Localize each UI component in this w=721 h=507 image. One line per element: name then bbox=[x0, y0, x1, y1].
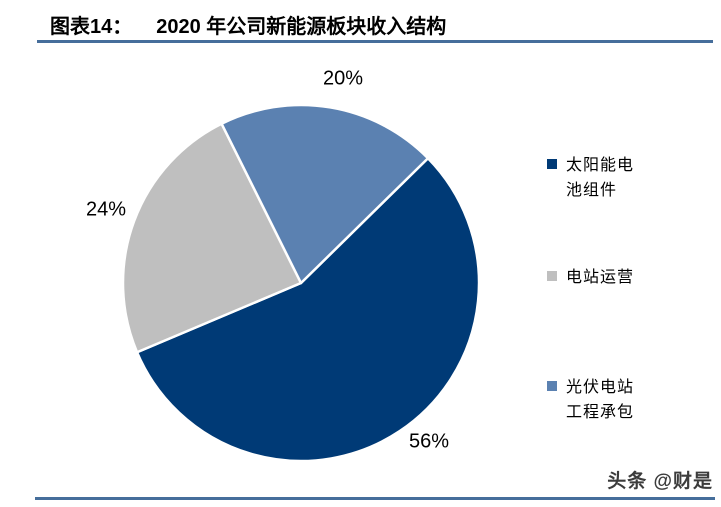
legend-item-power-station-operation: 电站运营 bbox=[547, 264, 640, 289]
watermark-toutiao-caishi: 头条 @财是 bbox=[607, 471, 713, 492]
legend-swatch-icon bbox=[547, 381, 557, 391]
legend-swatch-icon bbox=[547, 271, 557, 281]
pie-data-label-24: 24% bbox=[85, 198, 127, 221]
pie-slice-power-station-operation bbox=[121, 122, 303, 354]
footer-divider-line bbox=[35, 497, 715, 500]
legend-label: 电站运营 bbox=[566, 267, 635, 286]
legend-swatch-icon bbox=[547, 159, 557, 169]
legend-item-pv-epc: 光伏电站工程承包 bbox=[547, 374, 640, 424]
legend-label: 太阳能电池组件 bbox=[566, 155, 635, 199]
legend-item-solar-cell-modules: 太阳能电池组件 bbox=[547, 152, 640, 202]
chart-title: 2020 年公司新能源板块收入结构 bbox=[156, 16, 447, 38]
pie-slice-solar-cell-modules bbox=[135, 156, 481, 463]
pie-chart-area bbox=[120, 102, 482, 464]
pie-data-label-20: 20% bbox=[322, 67, 364, 90]
chart-header: 图表14： 2020 年公司新能源板块收入结构 bbox=[50, 10, 446, 39]
pie-chart bbox=[121, 103, 481, 463]
legend-label: 光伏电站工程承包 bbox=[566, 377, 635, 421]
pie-slice-pv-epc bbox=[220, 103, 430, 285]
figure-number-label: 图表14： bbox=[50, 16, 133, 38]
pie-data-label-56: 56% bbox=[408, 430, 450, 453]
header-divider-line bbox=[37, 40, 713, 43]
